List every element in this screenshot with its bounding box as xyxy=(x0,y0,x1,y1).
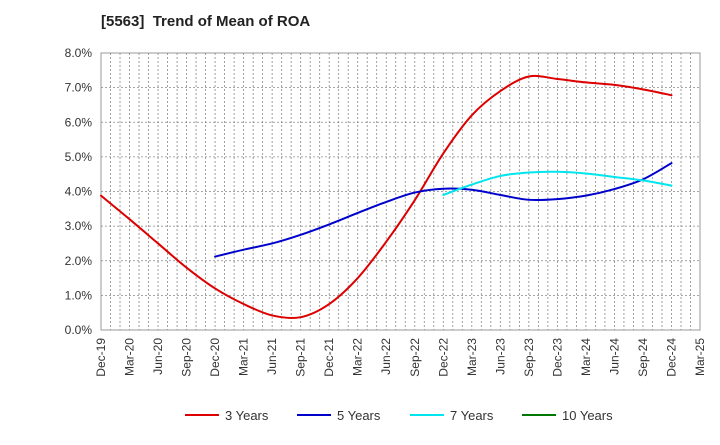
chart-title: [5563] Trend of Mean of ROA xyxy=(101,13,311,30)
y-tick-label: 3.0% xyxy=(65,219,93,233)
y-tick-label: 6.0% xyxy=(65,115,93,129)
y-tick-label: 7.0% xyxy=(65,81,93,95)
legend-label-5-years: 5 Years xyxy=(337,408,381,423)
x-tick-label: Sep-23 xyxy=(522,338,536,377)
x-tick-label: Dec-20 xyxy=(208,338,222,377)
x-tick-label: Mar-25 xyxy=(693,338,707,376)
x-tick-label: Sep-22 xyxy=(408,338,422,377)
y-tick-label: 2.0% xyxy=(65,254,93,268)
x-tick-label: Sep-20 xyxy=(180,338,194,377)
grid-layer xyxy=(100,52,701,331)
x-tick-label: Dec-23 xyxy=(550,338,564,377)
x-tick-label: Mar-20 xyxy=(123,338,137,376)
y-tick-label: 0.0% xyxy=(65,323,93,337)
x-tick-label: Jun-20 xyxy=(151,338,165,375)
x-tick-label: Jun-23 xyxy=(493,338,507,375)
x-tick-label: Jun-21 xyxy=(265,338,279,375)
x-tick-label: Dec-21 xyxy=(322,338,336,377)
y-tick-label: 8.0% xyxy=(65,46,93,60)
series-line-3-years xyxy=(100,74,673,320)
legend-label-3-years: 3 Years xyxy=(225,408,269,423)
x-tick-label: Dec-24 xyxy=(664,338,678,377)
y-tick-label: 1.0% xyxy=(65,288,93,302)
y-tick-label: 4.0% xyxy=(65,185,93,199)
series-layer xyxy=(100,74,673,320)
x-tick-label: Mar-24 xyxy=(579,338,593,376)
x-tick-label: Sep-21 xyxy=(294,338,308,377)
x-tick-label: Mar-22 xyxy=(351,338,365,376)
series-line-7-years xyxy=(442,170,673,196)
x-tick-label: Mar-21 xyxy=(237,338,251,376)
x-tick-label: Mar-23 xyxy=(465,338,479,376)
plot-area xyxy=(100,52,701,331)
y-tick-label: 5.0% xyxy=(65,150,93,164)
x-tick-label: Dec-22 xyxy=(436,338,450,377)
legend: 3 Years 5 Years 7 Years 10 Years xyxy=(185,408,613,423)
series-line-5-years xyxy=(214,162,673,258)
axis-layer: 0.0% 1.0% 2.0% 3.0% 4.0% 5.0% 6.0% 7.0% 8.0% Dec-… xyxy=(65,46,707,377)
x-tick-label: Dec-19 xyxy=(94,338,108,377)
x-tick-label: Jun-24 xyxy=(607,338,621,375)
legend-label-7-years: 7 Years xyxy=(450,408,494,423)
legend-label-10-years: 10 Years xyxy=(562,408,613,423)
x-tick-label: Sep-24 xyxy=(636,338,650,377)
x-tick-label: Jun-22 xyxy=(379,338,393,375)
